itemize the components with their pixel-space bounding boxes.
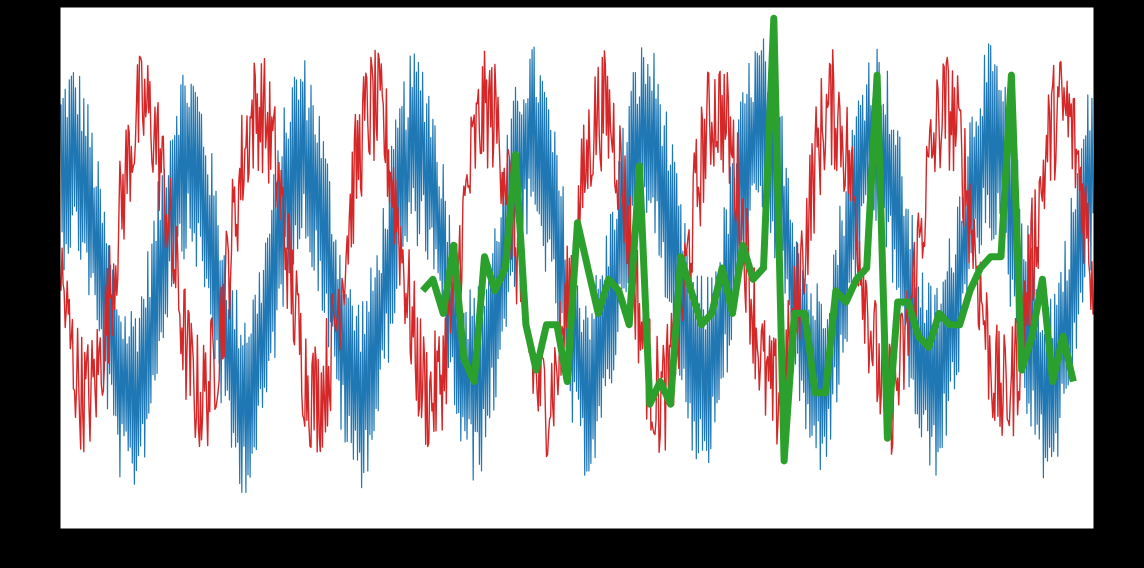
plot-frame	[59, 6, 1095, 530]
axis-layer	[55, 29, 1099, 534]
series-line-2	[420, 14, 1077, 465]
series-layer	[60, 14, 1094, 493]
series-line-0	[60, 38, 1094, 493]
